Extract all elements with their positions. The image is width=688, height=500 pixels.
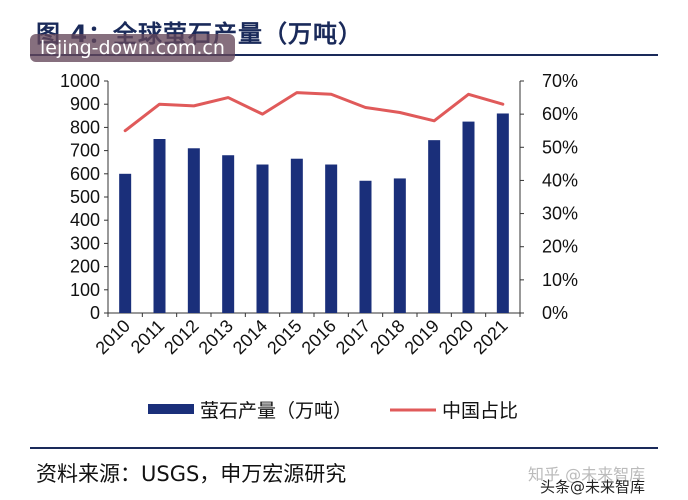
x-tick-label: 2011: [127, 316, 169, 358]
bar: [187, 148, 200, 313]
x-tick-label: 2013: [195, 316, 237, 358]
x-tick-label: 2019: [401, 316, 443, 358]
watermark-dark: 头条@未来智库: [540, 478, 646, 496]
watermark-banner: lejing-down.com.cn: [30, 34, 235, 62]
y-left-tick-label: 900: [70, 94, 100, 114]
legend-label-bar: 萤石产量（万吨）: [200, 400, 352, 422]
x-tick-label: 2018: [366, 316, 408, 358]
bar: [359, 180, 372, 313]
y-left-tick-label: 100: [70, 280, 100, 300]
bar: [428, 140, 441, 313]
y-left-tick-label: 300: [70, 233, 100, 253]
y-left-tick-label: 400: [70, 210, 100, 230]
x-tick-label: 2020: [435, 316, 477, 358]
x-tick-label: 2017: [332, 316, 374, 358]
title-divider: [30, 54, 658, 56]
y-right-tick-label: 0%: [542, 303, 568, 323]
y-right-tick-label: 40%: [542, 170, 578, 190]
bar: [393, 178, 406, 313]
legend-label-line: 中国占比: [442, 400, 518, 422]
bar: [462, 121, 475, 313]
x-tick-label: 2015: [263, 316, 305, 358]
y-right-tick-label: 70%: [542, 71, 578, 91]
y-left-tick-label: 0: [90, 303, 100, 323]
bar: [222, 155, 235, 313]
y-right-tick-label: 60%: [542, 104, 578, 124]
x-tick-label: 2016: [298, 316, 340, 358]
x-tick-label: 2012: [160, 316, 202, 358]
x-tick-label: 2021: [469, 316, 511, 358]
y-left-tick-label: 700: [70, 141, 100, 161]
y-right-tick-label: 10%: [542, 270, 578, 290]
y-left-tick-label: 500: [70, 187, 100, 207]
bar: [325, 164, 338, 313]
y-left-tick-label: 600: [70, 164, 100, 184]
x-tick-label: 2014: [229, 316, 271, 358]
y-left-tick-label: 800: [70, 117, 100, 137]
footer-divider: [30, 447, 658, 449]
y-right-tick-label: 50%: [542, 137, 578, 157]
bar: [290, 158, 303, 313]
bar: [119, 173, 132, 313]
legend-swatch-bar: [148, 404, 194, 414]
bar: [153, 139, 166, 313]
y-right-tick-label: 20%: [542, 237, 578, 257]
source-note: 资料来源：USGS，申万宏源研究: [36, 462, 347, 486]
y-left-tick-label: 200: [70, 257, 100, 277]
line-series-china-share: [123, 91, 505, 133]
bar: [256, 164, 269, 313]
y-left-tick-label: 1000: [60, 71, 100, 91]
y-right-tick-label: 30%: [542, 204, 578, 224]
bar: [496, 113, 509, 313]
watermark-faint: 知乎 @未来智库: [528, 465, 646, 484]
